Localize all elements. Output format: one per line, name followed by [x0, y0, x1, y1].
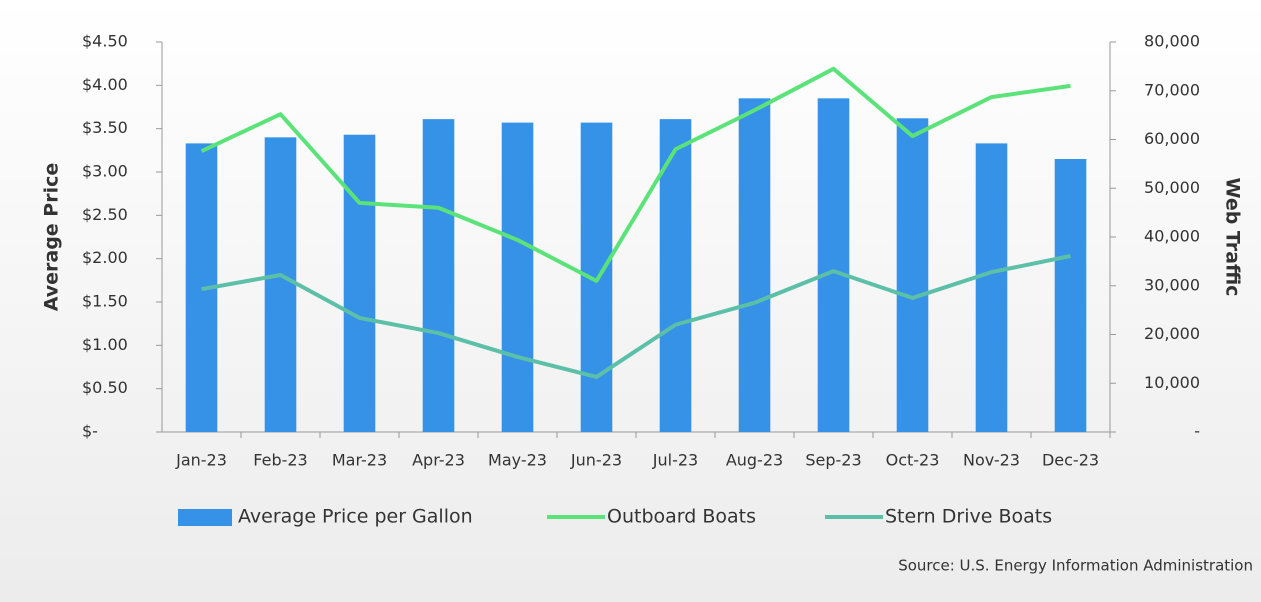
- x-tick-label: Apr-23: [412, 451, 465, 470]
- y-tick-label: $4.50: [82, 32, 128, 51]
- y2-tick-label: 70,000: [1144, 80, 1200, 99]
- legend-swatch: [178, 509, 232, 526]
- bar: [659, 119, 692, 432]
- y2-tick-label: 10,000: [1144, 373, 1200, 392]
- y-tick-label: $2.50: [82, 205, 128, 224]
- x-tick-label: Aug-23: [726, 451, 783, 470]
- x-tick-label: Jan-23: [175, 451, 227, 470]
- bar: [1054, 159, 1087, 432]
- y2-tick-label: -: [1194, 422, 1200, 441]
- y-tick-label: $1.00: [82, 335, 128, 354]
- y-tick-label: $0.50: [82, 378, 128, 397]
- y2-axis-title: Web Traffic: [1222, 178, 1244, 297]
- x-tick-label: Mar-23: [332, 451, 387, 470]
- bar: [975, 143, 1008, 432]
- y-tick-label: $1.50: [82, 292, 128, 311]
- bar: [896, 118, 929, 433]
- x-tick-label: Feb-23: [253, 451, 307, 470]
- y2-tick-label: 20,000: [1144, 324, 1200, 343]
- y-tick-label: $3.00: [82, 162, 128, 181]
- y-tick-label: $3.50: [82, 118, 128, 137]
- legend-label: Stern Drive Boats: [885, 506, 1052, 528]
- y2-tick-label: 80,000: [1144, 32, 1200, 51]
- x-tick-label: Jul-23: [652, 451, 698, 470]
- y2-tick-label: 50,000: [1144, 178, 1200, 197]
- bar: [422, 119, 455, 432]
- y2-tick-label: 30,000: [1144, 275, 1200, 294]
- x-tick-label: Sep-23: [805, 451, 861, 470]
- x-tick-label: May-23: [488, 451, 547, 470]
- y-tick-label: $2.00: [82, 248, 128, 267]
- x-tick-label: Jun-23: [570, 451, 622, 470]
- bar: [264, 137, 297, 433]
- y-tick-label: $-: [82, 422, 98, 441]
- y-tick-label: $4.00: [82, 75, 128, 94]
- y2-tick-label: 60,000: [1144, 129, 1200, 148]
- x-tick-label: Dec-23: [1042, 451, 1099, 470]
- y-axis-title: Average Price: [41, 163, 63, 312]
- bar: [501, 122, 534, 432]
- x-tick-label: Nov-23: [963, 451, 1020, 470]
- x-tick-label: Oct-23: [886, 451, 940, 470]
- bar: [817, 98, 850, 432]
- bar: [738, 98, 771, 432]
- line: [200, 66, 1071, 283]
- bar: [343, 134, 376, 432]
- y2-tick-label: 40,000: [1144, 227, 1200, 246]
- legend-label: Average Price per Gallon: [238, 506, 473, 528]
- legend-label: Outboard Boats: [607, 506, 756, 528]
- line: [201, 254, 1071, 379]
- source: Source: U.S. Energy Information Administ…: [898, 557, 1253, 575]
